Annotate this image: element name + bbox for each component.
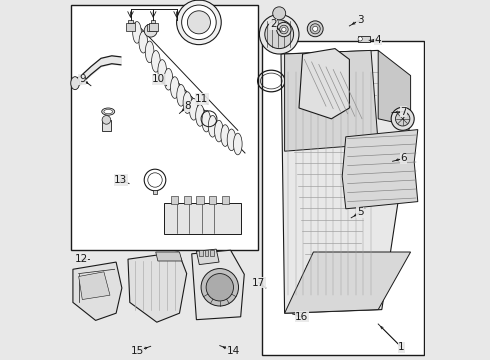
Ellipse shape (139, 31, 147, 53)
Bar (149, 23, 157, 31)
Ellipse shape (71, 77, 79, 90)
Polygon shape (156, 252, 182, 261)
Text: 11: 11 (195, 94, 208, 104)
Text: 3: 3 (357, 15, 364, 25)
Circle shape (313, 26, 318, 31)
Bar (102, 120, 111, 131)
Circle shape (280, 25, 288, 34)
Text: 15: 15 (130, 346, 144, 356)
Ellipse shape (233, 133, 242, 155)
Circle shape (391, 107, 414, 130)
Text: 2: 2 (270, 19, 276, 30)
Ellipse shape (208, 116, 217, 137)
Bar (199, 250, 202, 256)
Circle shape (358, 37, 363, 41)
Polygon shape (285, 50, 378, 151)
Circle shape (310, 24, 320, 34)
Circle shape (206, 274, 233, 301)
Ellipse shape (104, 109, 113, 114)
Text: 4: 4 (375, 35, 382, 45)
Polygon shape (73, 262, 122, 320)
Bar (210, 250, 214, 256)
Ellipse shape (215, 120, 223, 142)
Text: 9: 9 (79, 74, 86, 84)
Text: 12: 12 (74, 254, 88, 264)
Ellipse shape (171, 77, 179, 98)
Ellipse shape (202, 110, 211, 132)
Text: 13: 13 (114, 175, 127, 185)
Ellipse shape (189, 99, 198, 120)
Polygon shape (281, 50, 411, 313)
Text: 17: 17 (252, 278, 265, 288)
Polygon shape (79, 272, 110, 300)
Bar (358, 36, 370, 42)
Circle shape (277, 22, 291, 37)
Circle shape (182, 5, 216, 40)
Text: 6: 6 (400, 153, 407, 163)
Ellipse shape (145, 41, 154, 63)
Bar (126, 23, 135, 31)
Polygon shape (299, 49, 349, 119)
Ellipse shape (164, 68, 173, 90)
Ellipse shape (227, 129, 236, 150)
Polygon shape (196, 249, 219, 265)
Text: 1: 1 (398, 342, 405, 352)
Bar (171, 196, 178, 204)
Polygon shape (192, 250, 245, 320)
Circle shape (187, 11, 210, 34)
Ellipse shape (221, 125, 229, 147)
Ellipse shape (133, 22, 141, 43)
Bar (151, 20, 155, 23)
Polygon shape (378, 50, 411, 126)
Bar (72, 5, 258, 250)
Ellipse shape (102, 108, 115, 115)
Ellipse shape (196, 105, 204, 126)
Bar (209, 196, 216, 204)
Polygon shape (285, 252, 411, 313)
Circle shape (282, 27, 286, 32)
Circle shape (265, 20, 294, 49)
Circle shape (201, 269, 239, 306)
Text: 16: 16 (295, 312, 309, 322)
Ellipse shape (177, 85, 185, 106)
Text: 14: 14 (227, 346, 240, 356)
Polygon shape (128, 252, 187, 322)
Bar (153, 190, 157, 194)
Circle shape (102, 116, 111, 124)
Polygon shape (342, 130, 418, 209)
Bar (205, 250, 208, 256)
Circle shape (307, 21, 323, 37)
Bar (262, 41, 424, 355)
Bar (196, 196, 204, 204)
Circle shape (273, 7, 286, 20)
Text: 7: 7 (400, 107, 407, 117)
Text: 10: 10 (152, 74, 165, 84)
Ellipse shape (183, 92, 192, 113)
Bar (128, 20, 133, 23)
Bar (147, 24, 157, 31)
Ellipse shape (158, 60, 167, 81)
Circle shape (176, 0, 221, 45)
Bar (184, 196, 191, 204)
Circle shape (395, 112, 410, 126)
Circle shape (144, 24, 157, 37)
Text: 8: 8 (184, 101, 191, 111)
Ellipse shape (151, 50, 160, 72)
Bar (164, 203, 242, 234)
Text: 5: 5 (357, 207, 364, 217)
Circle shape (259, 14, 299, 54)
Bar (221, 196, 229, 204)
